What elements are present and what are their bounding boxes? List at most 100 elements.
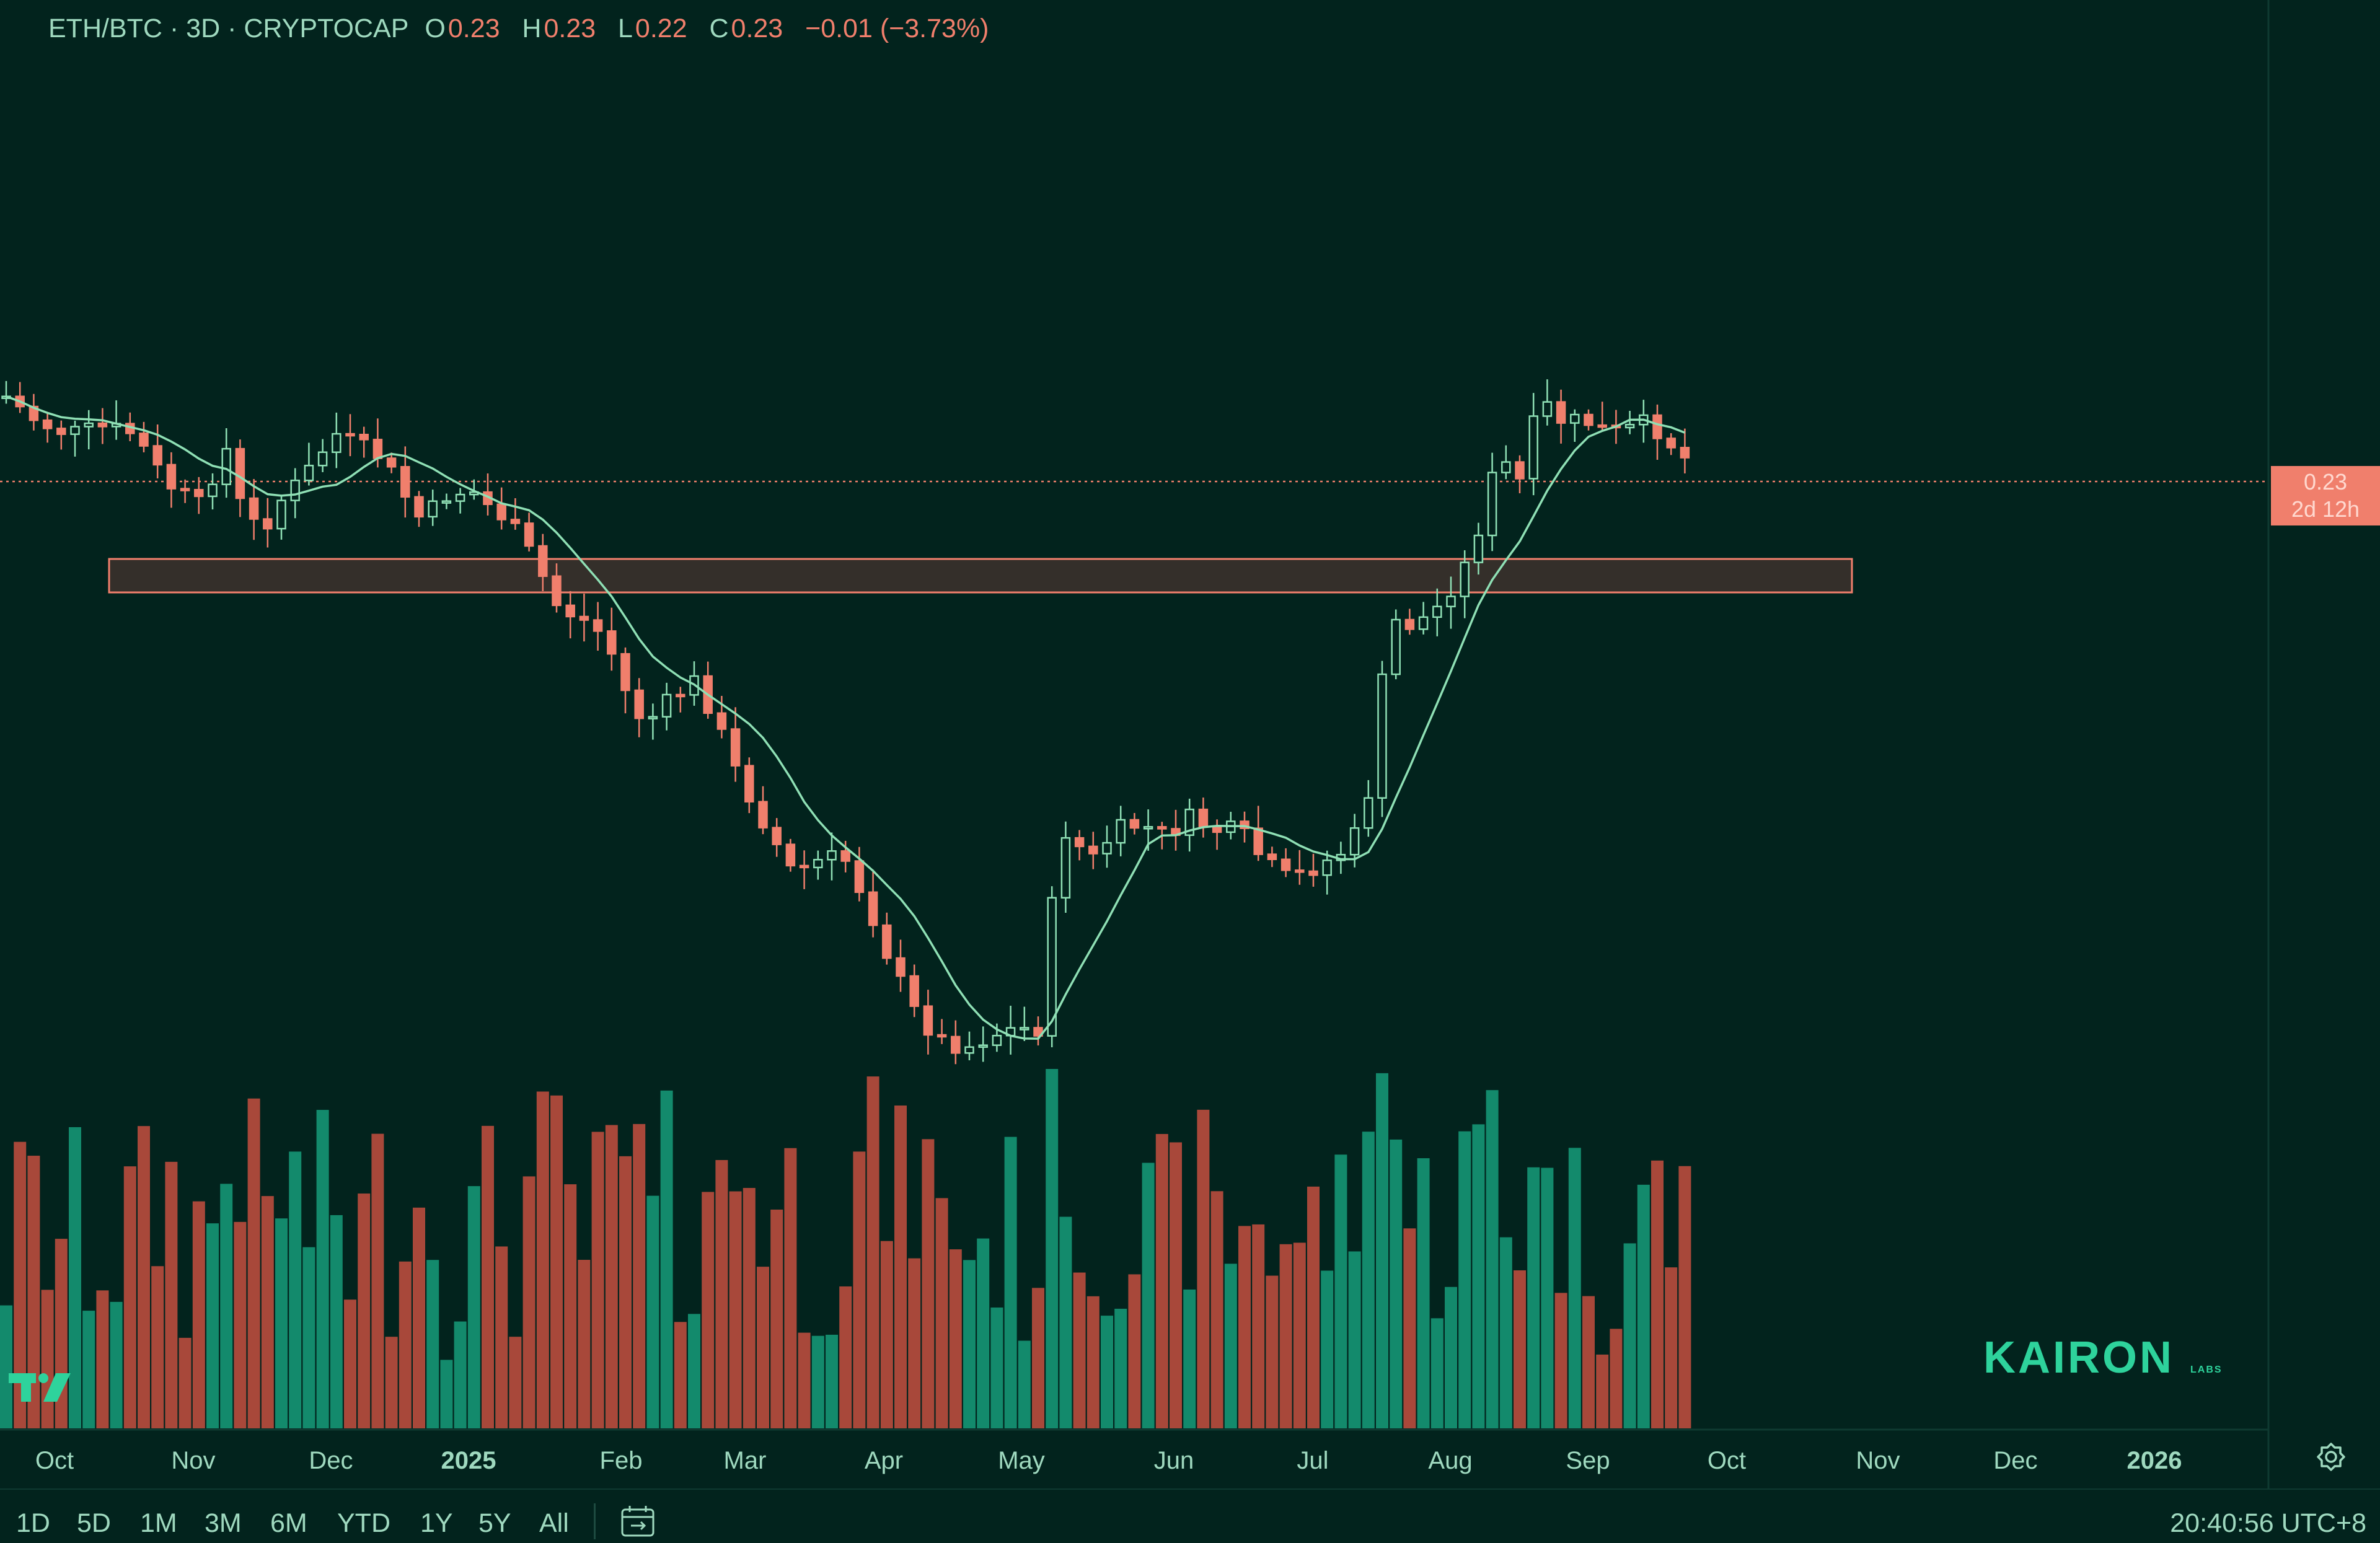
volume-bar [330, 1215, 343, 1428]
time-axis-label: Oct [35, 1447, 74, 1474]
candle [1184, 808, 1194, 836]
candle [386, 457, 397, 468]
volume-bar [1307, 1186, 1320, 1428]
volume-bar [908, 1258, 921, 1428]
volume-bar [14, 1141, 27, 1428]
candle [716, 712, 727, 730]
candle [1391, 618, 1401, 675]
candle [923, 1005, 933, 1036]
volume-bar [1293, 1242, 1306, 1428]
volume-bar [646, 1195, 659, 1428]
volume-bar [839, 1286, 852, 1428]
time-axis-label: May [998, 1447, 1045, 1474]
timeframe-5d[interactable]: 5D [77, 1508, 111, 1538]
close-label: C [709, 13, 729, 43]
candle [1143, 826, 1153, 830]
candle [332, 433, 342, 453]
volume-bar [27, 1156, 40, 1428]
time-axis-label: Aug [1428, 1447, 1472, 1474]
candle [1432, 605, 1442, 618]
volume-bar [371, 1133, 384, 1428]
last-price-value: 0.23 [2303, 469, 2348, 495]
candle [607, 630, 617, 655]
volume-bar [1678, 1166, 1691, 1428]
candle [1129, 819, 1140, 829]
gear-icon[interactable] [2316, 1441, 2347, 1472]
candle [304, 464, 314, 481]
timeframe-1d[interactable]: 1D [16, 1508, 50, 1538]
candle [744, 765, 754, 802]
candle [1033, 1027, 1043, 1037]
candle [180, 488, 190, 491]
candle [1212, 826, 1222, 833]
candle [345, 433, 355, 437]
candle [648, 716, 658, 719]
candle [208, 483, 218, 498]
volume-bar [1362, 1132, 1375, 1428]
volume-bar [880, 1241, 893, 1428]
calendar-range-icon[interactable] [620, 1505, 658, 1538]
volume-bar [1059, 1216, 1072, 1428]
volume-bar [261, 1196, 274, 1428]
volume-bar [151, 1266, 164, 1428]
volume-bar [82, 1311, 95, 1428]
candle [290, 480, 300, 501]
candle [235, 447, 245, 499]
volume-bar [399, 1261, 412, 1428]
candle [937, 1034, 947, 1038]
volume-bar [1541, 1167, 1554, 1428]
candle [317, 451, 328, 467]
volume-bar [866, 1076, 879, 1428]
volume-bar [316, 1110, 329, 1428]
candle [676, 693, 685, 698]
timeframe-6m[interactable]: 6M [270, 1508, 307, 1538]
timeframe-1m[interactable]: 1M [140, 1508, 177, 1538]
timeframe-1y[interactable]: 1Y [420, 1508, 453, 1538]
symbol-title[interactable]: ETH/BTC · 3D · CRYPTOCAP [48, 13, 409, 43]
volume-bar [715, 1160, 728, 1428]
volume-bar [1224, 1264, 1237, 1428]
candle [1446, 596, 1456, 608]
volume-bar [1610, 1329, 1623, 1428]
candle [97, 422, 108, 428]
candle [813, 858, 823, 869]
time-axis-label: Sep [1566, 1447, 1610, 1474]
volume-bar [178, 1337, 192, 1428]
volume-bar [1527, 1167, 1540, 1428]
time-axis-label: Mar [724, 1447, 767, 1474]
timeframe-5y[interactable]: 5Y [478, 1508, 511, 1538]
candle [1267, 853, 1277, 861]
volume-bar [591, 1132, 604, 1428]
time-axis: Oct Nov Dec 2025 Feb Mar Apr May Jun Jul Aug Sep Oct… [35, 1447, 2182, 1474]
volume-bar [853, 1151, 866, 1428]
timeframe-ytd[interactable]: YTD [337, 1508, 390, 1538]
horizontal-zone[interactable] [108, 558, 1853, 594]
volume-bar [1376, 1073, 1388, 1428]
volume-bar [522, 1176, 536, 1428]
volume-bar [495, 1246, 508, 1428]
volume-bar [1554, 1293, 1567, 1428]
volume-bar [1128, 1274, 1141, 1428]
candle [428, 500, 438, 518]
bar-countdown: 2d 12h [2291, 496, 2360, 522]
volume-bar [922, 1139, 935, 1428]
volume-bar [289, 1151, 302, 1428]
timeframe-3m[interactable]: 3M [205, 1508, 242, 1538]
volume-bar [1514, 1270, 1526, 1428]
ohlc-values: O0.23 H0.23 L0.22 C0.23 −0.01 (−3.73%) [425, 14, 989, 44]
volume-bar [550, 1095, 563, 1428]
volume-bar [536, 1091, 549, 1428]
candle [70, 426, 80, 435]
tradingview-logo-icon[interactable] [7, 1369, 76, 1405]
candle [1515, 461, 1525, 480]
volume-bar [826, 1334, 838, 1428]
volume-bar [192, 1201, 205, 1428]
bottom-toolbar: 1D 5D 1M 3M 6M YTD 1Y 5Y All 20:40:56 UT… [0, 1488, 2380, 1543]
volume-bar [1637, 1184, 1650, 1428]
volume-bar [963, 1260, 976, 1428]
timeframe-all[interactable]: All [539, 1508, 569, 1538]
candle [84, 422, 94, 428]
volume-bar [1623, 1243, 1636, 1428]
time-axis-label: Oct [1708, 1447, 1746, 1474]
